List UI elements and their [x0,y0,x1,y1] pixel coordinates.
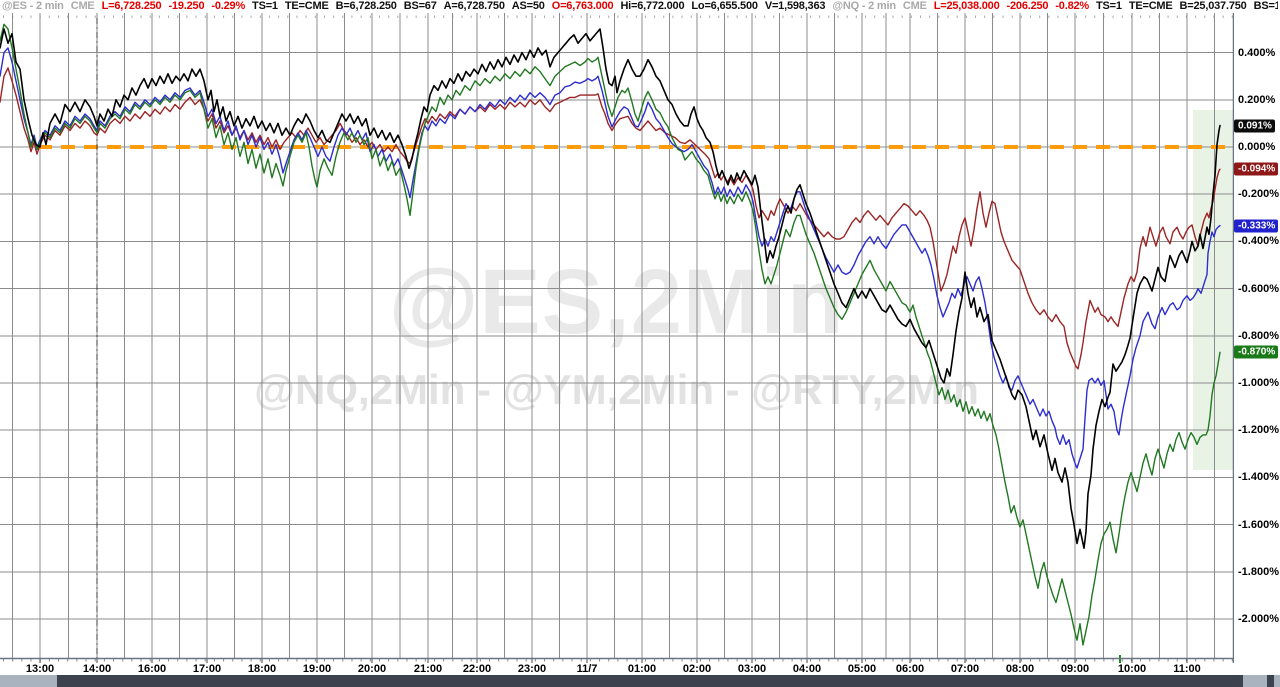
last-value-badge: -0.333% [1234,219,1279,233]
price-scale-label: 0.400% [1238,46,1276,59]
quote-field: B=6,728.250 [335,0,397,12]
quote-field: A=6,728.750 [443,0,505,12]
time-scale-label: 03:00 [737,663,767,675]
price-series-es2min[interactable] [0,28,1221,550]
time-scale-label: 04:00 [792,663,822,675]
time-scale-label: 07:00 [950,663,980,675]
quote-field: O=6,763.000 [551,0,614,12]
price-scale-label: -0.400% [1238,235,1279,248]
quote-field: CME [902,0,927,12]
time-scale-label: 09:00 [1060,663,1090,675]
horizontal-scrollbar[interactable] [0,675,1280,687]
last-value-badge: 0.091% [1234,119,1275,133]
quote-field: TS=1 [252,0,278,12]
quote-field: TE=CME [284,0,329,12]
quote-field: L=25,038.000 [933,0,1000,12]
price-scale-label: -0.600% [1238,282,1279,295]
time-scale-label: 13:00 [25,663,55,675]
price-scale-label: -1.400% [1238,471,1279,484]
time-scale-label: 14:00 [82,663,112,675]
quote-field: TS=1 [1096,0,1122,12]
price-scale-label: -2.000% [1238,613,1279,625]
quote-field: TE=CME [1128,0,1173,12]
time-scale-label: 19:00 [302,663,332,675]
quote-field: BS=67 [403,0,437,12]
time-scale[interactable]: 13:00 14:00 16:00 17:00 18:00 19:00 20:00 21:00… [0,663,1233,676]
time-scale-label: 08:00 [1005,663,1035,675]
price-scale[interactable]: 0.400% 0.200% 0.000% -0.200% -0.400% -0.600% -… [1234,13,1280,675]
quote-field: @NQ - 2 min [832,0,896,12]
watermark-symbol-secondary: @NQ,2Min - @YM,2Min - @RTY,2Min [254,366,979,413]
quote-field: CME [70,0,95,12]
quote-field: -0.82% [1055,0,1089,12]
quote-field: V=1,598,363 [764,0,826,12]
price-scale-label: -1.800% [1238,565,1279,578]
scrollbar-thumb[interactable] [1274,675,1280,687]
quote-header: @ES - 2 min CME L=6,728.250 -19.250 -0.29% TS… [2,0,1278,13]
price-scale-label: -0.200% [1238,188,1279,201]
quote-field: @ES - 2 min [2,0,64,12]
price-scale-label: -1.600% [1238,518,1279,531]
price-scale-label: 0.000% [1238,141,1276,153]
time-scale-label: 17:00 [192,663,222,675]
scrollbar-thumb[interactable] [0,675,57,687]
price-series-nq2min[interactable] [0,47,1221,469]
price-scale-label: -1.200% [1238,424,1279,437]
price-series-rty2min[interactable] [0,23,1221,646]
quote-field: -19.250 [168,0,205,12]
time-scale-label: 11:00 [1173,663,1201,675]
last-value-badge: -0.870% [1234,345,1279,359]
quote-field: Lo=6,655.500 [691,0,758,12]
quote-field: B=25,037.750 [1179,0,1247,12]
time-scale-label: 01:00 [627,663,657,675]
time-scale-label: 21:00 [413,663,443,675]
quote-field: BS=1 [1253,0,1278,12]
time-scale-label: 20:00 [357,663,387,675]
quote-field: -206.250 [1006,0,1049,12]
time-scale-label: 10:00 [1117,663,1147,675]
time-scale-label: 18:00 [247,663,277,675]
quote-field: Hi=6,772.000 [620,0,685,12]
price-scale-label: -0.800% [1238,329,1279,342]
price-scale-label: 0.200% [1238,93,1276,106]
last-value-badge: -0.094% [1234,162,1279,176]
quote-field: L=6,728.250 [101,0,162,12]
time-scale-label: 02:00 [682,663,712,675]
quote-field: -0.29% [211,0,246,12]
price-scale-label: -1.000% [1238,377,1279,389]
time-scale-label: 06:00 [895,663,925,675]
time-scale-label: 22:00 [462,663,492,675]
time-scale-label: 05:00 [847,663,877,675]
price-series-ym2min[interactable] [0,67,1221,370]
scrollbar-thumb[interactable] [1243,675,1267,687]
time-scale-label: 16:00 [137,663,167,675]
time-scale-label: 11/7 [576,663,598,675]
quote-field: AS=50 [511,0,545,12]
time-scale-label: 23:00 [517,663,547,675]
